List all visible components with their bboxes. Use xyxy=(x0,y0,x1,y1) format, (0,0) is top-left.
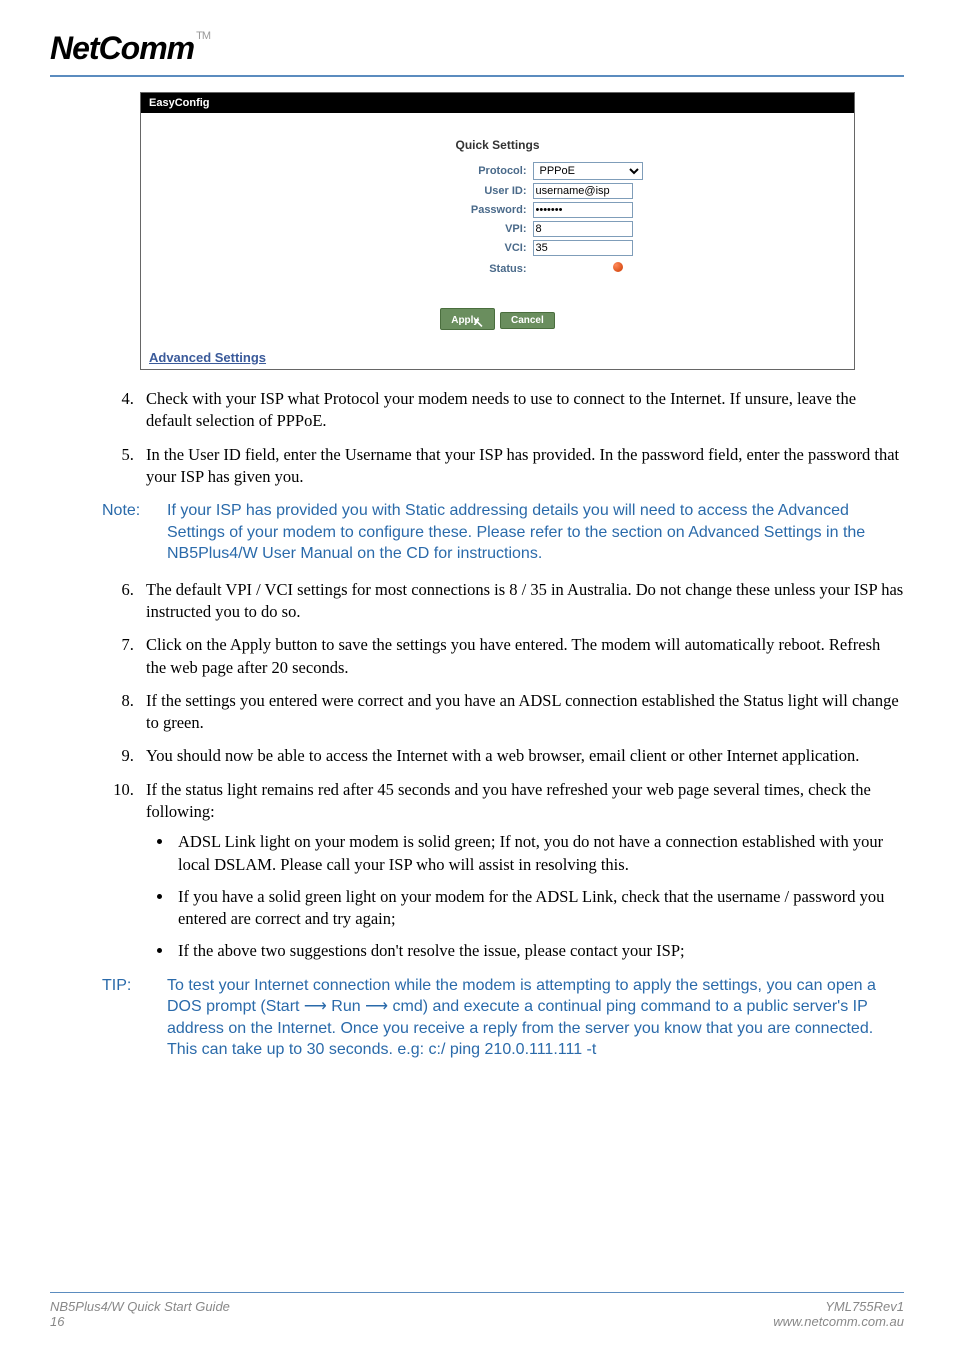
protocol-label: Protocol: xyxy=(333,165,533,177)
step-4: Check with your ISP what Protocol your m… xyxy=(138,388,904,433)
vpi-input[interactable] xyxy=(533,221,633,237)
step-10-sub1: ADSL Link light on your modem is solid g… xyxy=(174,831,904,876)
tip-body: To test your Internet connection while t… xyxy=(167,975,904,1061)
footer-url: www.netcomm.com.au xyxy=(773,1314,904,1329)
step-10-sub2: If you have a solid green light on your … xyxy=(174,886,904,931)
logo-text: NetComm xyxy=(50,30,194,66)
step-5: In the User ID field, enter the Username… xyxy=(138,444,904,489)
note-body: If your ISP has provided you with Static… xyxy=(167,500,904,565)
easyconfig-header: EasyConfig xyxy=(141,93,854,113)
password-input[interactable] xyxy=(533,202,633,218)
password-label: Password: xyxy=(333,204,533,216)
logo-tm: TM xyxy=(196,30,210,42)
step-10-sublist: ADSL Link light on your modem is solid g… xyxy=(174,831,904,962)
footer-page-number: 16 xyxy=(50,1314,230,1329)
footer-revision: YML755Rev1 xyxy=(773,1299,904,1314)
cancel-button[interactable]: Cancel xyxy=(500,312,555,329)
step-9: You should now be able to access the Int… xyxy=(138,745,904,767)
userid-input[interactable] xyxy=(533,183,633,199)
header-rule xyxy=(50,75,904,77)
apply-button[interactable]: Apply↖ xyxy=(440,308,495,330)
advanced-settings-link[interactable]: Advanced Settings xyxy=(141,346,854,369)
step-10-sub3: If the above two suggestions don't resol… xyxy=(174,940,904,962)
userid-label: User ID: xyxy=(333,185,533,197)
status-indicator-icon xyxy=(613,262,623,272)
footer-rule xyxy=(50,1292,904,1294)
step-7: Click on the Apply button to save the se… xyxy=(138,634,904,679)
instruction-list-cont: The default VPI / VCI settings for most … xyxy=(70,579,904,963)
vpi-label: VPI: xyxy=(333,223,533,235)
quick-settings-title: Quick Settings xyxy=(141,138,854,152)
note-block: Note: If your ISP has provided you with … xyxy=(102,500,904,565)
instruction-list: Check with your ISP what Protocol your m… xyxy=(70,388,904,488)
status-label: Status: xyxy=(333,263,533,275)
modem-config-screenshot: EasyConfig Quick Settings Protocol: PPPo… xyxy=(140,92,855,370)
tip-label: TIP: xyxy=(102,975,167,1061)
page-footer: NB5Plus4/W Quick Start Guide 16 YML755Re… xyxy=(50,1292,904,1330)
step-10: If the status light remains red after 45… xyxy=(138,779,904,963)
step-8: If the settings you entered were correct… xyxy=(138,690,904,735)
tip-block: TIP: To test your Internet connection wh… xyxy=(102,975,904,1061)
cursor-icon: ↖ xyxy=(473,315,484,331)
step-6: The default VPI / VCI settings for most … xyxy=(138,579,904,624)
vci-label: VCI: xyxy=(333,242,533,254)
note-label: Note: xyxy=(102,500,167,565)
protocol-select[interactable]: PPPoE xyxy=(533,162,643,180)
brand-logo: NetCommTM xyxy=(50,30,904,67)
vci-input[interactable] xyxy=(533,240,633,256)
footer-guide-title: NB5Plus4/W Quick Start Guide xyxy=(50,1299,230,1314)
